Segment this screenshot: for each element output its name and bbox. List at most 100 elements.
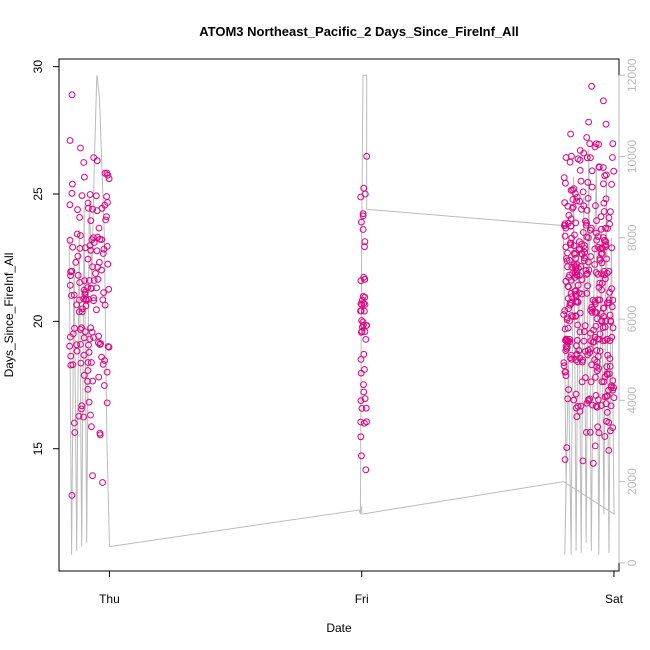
data-point — [87, 324, 94, 332]
data-point — [587, 337, 595, 345]
data-point — [567, 187, 575, 194]
data-point — [606, 370, 613, 378]
data-point — [361, 366, 368, 373]
data-point — [84, 385, 92, 393]
data-point — [104, 343, 112, 350]
data-point — [103, 368, 111, 376]
data-point — [577, 177, 585, 185]
y-left-tick-label: 30 — [31, 60, 45, 74]
data-point — [90, 294, 97, 302]
data-point — [67, 361, 75, 369]
data-point — [73, 301, 81, 309]
data-point — [598, 270, 605, 278]
data-point — [86, 242, 94, 250]
y-right-tick-label: 8000 — [625, 224, 639, 251]
data-point — [90, 154, 98, 162]
data-point — [591, 442, 599, 450]
data-point — [600, 97, 607, 105]
data-point — [580, 202, 588, 210]
data-point — [564, 249, 571, 257]
data-point — [357, 300, 365, 308]
data-point — [582, 374, 589, 382]
data-point — [566, 158, 574, 166]
data-point — [104, 260, 112, 268]
data-point — [93, 306, 100, 314]
data-point — [572, 291, 579, 299]
data-point — [95, 332, 102, 340]
data-point — [585, 258, 592, 266]
data-point — [602, 243, 609, 251]
data-point — [609, 377, 617, 385]
data-point — [562, 368, 569, 376]
data-point — [565, 305, 572, 313]
data-point — [73, 347, 81, 355]
data-point — [606, 288, 613, 296]
data-point — [593, 347, 601, 354]
data-point — [67, 352, 75, 360]
data-point — [600, 208, 608, 215]
data-point — [88, 359, 95, 366]
data-point — [71, 429, 79, 436]
data-point — [562, 224, 570, 232]
x-tick-label: Thu — [99, 592, 120, 606]
data-point — [572, 269, 579, 277]
data-point — [599, 164, 607, 172]
data-point — [583, 219, 590, 227]
data-point — [361, 307, 368, 315]
data-point — [588, 167, 596, 175]
data-point — [85, 398, 93, 406]
data-point — [574, 402, 582, 410]
data-point — [600, 180, 607, 188]
data-point — [561, 456, 569, 464]
data-point — [73, 230, 81, 238]
data-point — [580, 257, 588, 265]
data-point — [359, 318, 367, 326]
data-point — [78, 402, 86, 410]
data-point — [585, 234, 592, 242]
data-point — [588, 183, 596, 191]
data-point — [566, 299, 574, 307]
data-point — [96, 341, 104, 348]
data-point — [563, 316, 571, 324]
data-point — [360, 273, 368, 281]
data-point — [70, 419, 78, 427]
data-point — [360, 381, 367, 389]
data-point — [592, 392, 600, 399]
data-point — [577, 263, 584, 270]
data-point — [562, 347, 570, 355]
data-point — [593, 367, 601, 375]
data-point — [77, 144, 84, 152]
data-point — [563, 444, 571, 452]
data-point — [103, 399, 111, 407]
data-point — [595, 284, 603, 291]
data-point — [76, 245, 84, 252]
data-point — [566, 239, 574, 247]
data-point — [588, 82, 595, 90]
data-point — [97, 340, 104, 348]
data-point — [562, 342, 570, 350]
data-point — [80, 159, 88, 166]
data-point — [566, 336, 573, 343]
data-point — [93, 157, 101, 165]
data-point — [569, 313, 577, 321]
data-point — [105, 343, 113, 351]
data-point — [104, 171, 112, 179]
data-point — [605, 267, 613, 275]
data-point — [88, 423, 95, 431]
data-point — [90, 334, 97, 341]
data-point — [93, 247, 101, 255]
x-tick-label: Fri — [355, 592, 369, 606]
y-right-tick-label: 4000 — [625, 387, 639, 414]
data-point — [80, 351, 88, 359]
data-point — [80, 334, 88, 342]
chart-title: ATOM3 Northeast_Pacific_2 Days_Since_Fir… — [199, 24, 519, 39]
data-point — [562, 372, 570, 380]
data-point — [568, 300, 575, 307]
data-point — [582, 267, 590, 274]
data-point — [89, 472, 96, 480]
data-point — [585, 397, 592, 405]
data-point — [74, 206, 81, 214]
data-point — [67, 268, 74, 276]
data-point — [583, 134, 591, 141]
data-point — [584, 178, 592, 186]
